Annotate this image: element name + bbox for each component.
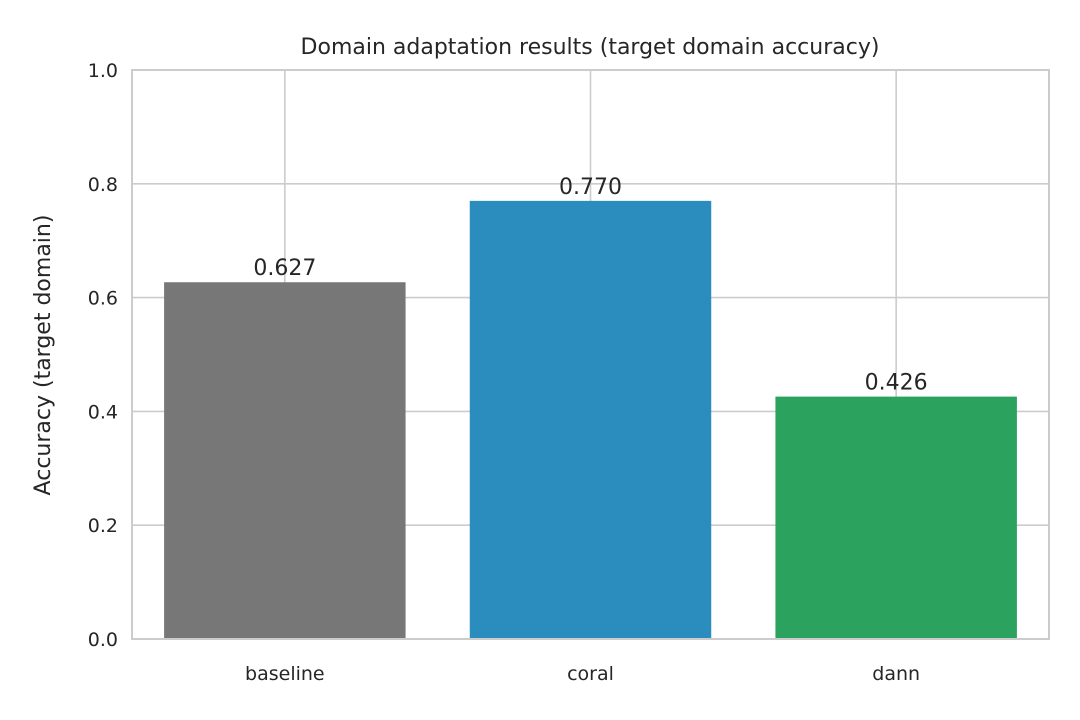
y-tick-label: 0.4 (88, 401, 118, 423)
data-labels: 0.627 0.770 0.426 (253, 175, 927, 396)
x-tick-labels: baseline coral dann (245, 663, 920, 685)
bar-coral (469, 200, 712, 639)
y-tick-labels: 0.0 0.2 0.4 0.6 0.8 1.0 (88, 60, 118, 651)
y-tick-label: 0.8 (88, 174, 118, 196)
y-axis-label: Accuracy (target domain) (31, 215, 56, 496)
y-tick-label: 0.2 (88, 515, 118, 537)
data-label-coral: 0.770 (559, 175, 622, 200)
y-tick-label: 1.0 (88, 60, 118, 82)
bar-baseline (164, 282, 406, 639)
data-label-dann: 0.426 (865, 371, 928, 396)
x-tick-label-dann: dann (872, 663, 920, 685)
x-tick-label-baseline: baseline (245, 663, 325, 685)
data-label-baseline: 0.627 (253, 256, 316, 281)
chart-title: Domain adaptation results (target domain… (301, 35, 880, 60)
bar-dann (775, 396, 1017, 639)
x-tick-label-coral: coral (567, 663, 614, 685)
y-tick-label: 0.6 (88, 288, 118, 310)
bars (164, 200, 1017, 639)
y-tick-label: 0.0 (88, 629, 118, 651)
plot-frame (131, 69, 1050, 640)
